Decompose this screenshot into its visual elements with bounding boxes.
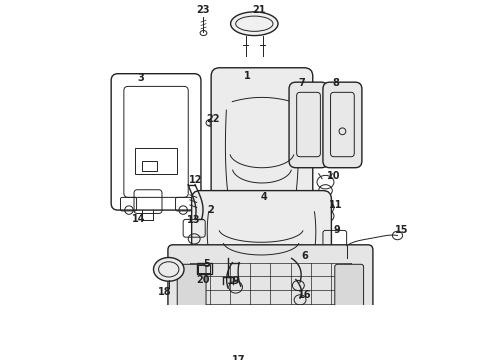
Text: 14: 14	[132, 213, 146, 224]
FancyBboxPatch shape	[177, 264, 206, 316]
FancyBboxPatch shape	[335, 264, 364, 316]
Text: 4: 4	[261, 192, 268, 202]
Bar	[135, 148, 177, 174]
Bar	[142, 161, 157, 171]
Text: 6: 6	[301, 251, 308, 261]
Text: 13: 13	[188, 215, 201, 225]
Text: 20: 20	[196, 275, 209, 284]
Text: 1: 1	[244, 71, 251, 81]
FancyBboxPatch shape	[323, 82, 362, 168]
Text: 11: 11	[329, 200, 343, 210]
Text: 10: 10	[327, 171, 341, 181]
Ellipse shape	[153, 257, 184, 281]
Text: 21: 21	[253, 5, 266, 15]
Bar	[196, 264, 212, 274]
Text: 7: 7	[298, 78, 305, 88]
FancyBboxPatch shape	[168, 245, 373, 336]
Text: 23: 23	[197, 5, 210, 15]
Text: 12: 12	[189, 175, 203, 185]
Text: 5: 5	[203, 259, 210, 269]
FancyBboxPatch shape	[192, 190, 331, 275]
Bar	[198, 265, 210, 273]
Text: 19: 19	[227, 276, 241, 286]
Text: 22: 22	[206, 114, 220, 123]
Text: 15: 15	[395, 225, 409, 235]
Ellipse shape	[231, 12, 278, 36]
Text: 17: 17	[232, 355, 246, 360]
Text: 3: 3	[137, 73, 144, 83]
Text: 2: 2	[208, 205, 215, 215]
FancyBboxPatch shape	[289, 82, 328, 168]
Text: 18: 18	[158, 287, 172, 297]
Text: 8: 8	[332, 78, 339, 88]
Text: 16: 16	[297, 290, 311, 300]
FancyBboxPatch shape	[211, 68, 313, 216]
Text: 9: 9	[333, 225, 340, 235]
